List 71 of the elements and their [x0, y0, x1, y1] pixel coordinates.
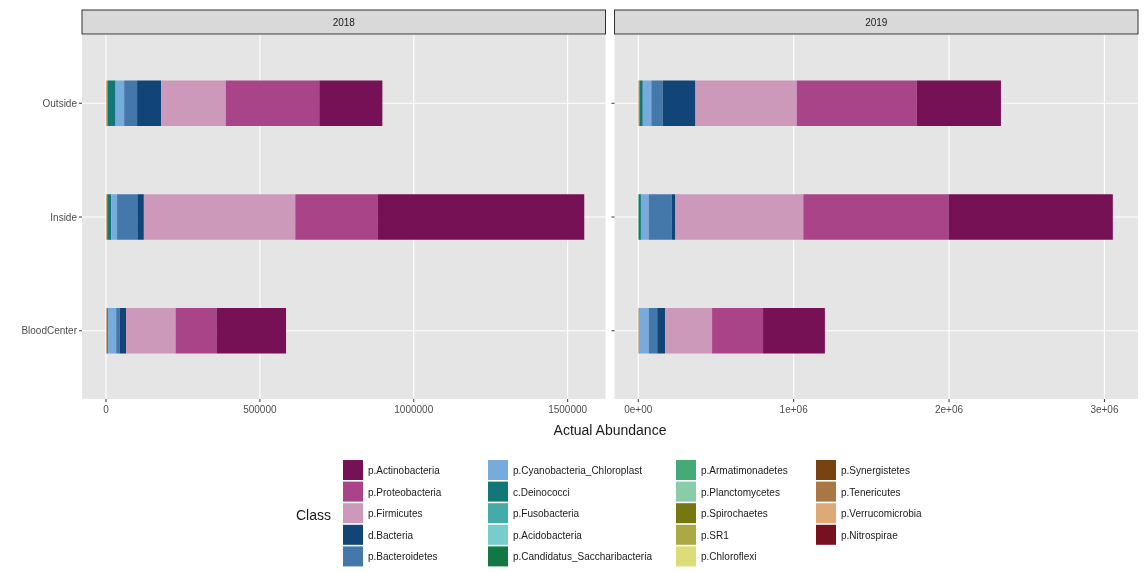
x-tick-label: 0	[103, 404, 110, 415]
legend-label: p.Tenericutes	[841, 486, 901, 498]
x-tick-label: 1000000	[394, 404, 434, 415]
bar	[137, 80, 162, 126]
bar	[107, 80, 116, 126]
legend-label: p.Acidobacteria	[513, 529, 583, 541]
x-axis-title: Actual Abundance	[553, 422, 667, 438]
bar	[319, 80, 383, 126]
bar	[665, 308, 713, 354]
bar	[161, 80, 226, 126]
bar	[648, 308, 658, 354]
bar	[225, 80, 320, 126]
chart-title: 2019	[865, 17, 888, 28]
bar	[948, 194, 1113, 240]
bar	[657, 308, 665, 354]
bar	[295, 194, 378, 240]
bar	[143, 194, 296, 240]
legend-label: p.Bacteroidetes	[368, 551, 438, 563]
legend-label: p.Nitrospirae	[841, 529, 899, 541]
legend-label: p.Actinobacteria	[368, 465, 441, 476]
legend-label: d.Bacteria	[368, 529, 414, 541]
y-tick-label: Outside	[42, 97, 78, 109]
legend-label: p.Candidatus_Saccharibacteria	[513, 551, 653, 563]
legend-label: p.Synergistetes	[841, 465, 910, 476]
bar	[695, 80, 797, 126]
bar	[107, 308, 117, 354]
legend-label: p.Proteobacteria	[368, 486, 442, 498]
x-tick-label: 1e+06	[779, 404, 809, 415]
bar	[126, 308, 176, 354]
legend-label: p.Cyanobacteria_Chloroplast	[513, 465, 643, 476]
bar	[640, 194, 649, 240]
legend-label: p.Fusobacteria	[513, 508, 580, 520]
bar	[675, 194, 804, 240]
bar	[803, 194, 949, 240]
x-tick-label: 500000	[243, 404, 278, 415]
bar	[137, 194, 144, 240]
chart-title: 2018	[332, 17, 356, 28]
bar	[648, 194, 672, 240]
legend-label: p.Spirochaetes	[701, 508, 768, 520]
x-tick-label: 2e+06	[935, 404, 964, 415]
legend-label: c.Deinococci	[513, 486, 570, 498]
y-tick-label: Inside	[50, 211, 78, 223]
bar	[175, 308, 217, 354]
bar	[111, 194, 118, 240]
x-tick-label: 0e+00	[624, 404, 653, 415]
y-tick-label: BloodCenter	[21, 325, 78, 337]
bar	[119, 308, 127, 354]
bar	[916, 80, 1001, 126]
legend-label: p.SR1	[701, 529, 730, 541]
legend-label: p.Firmicutes	[368, 508, 423, 520]
legend-label: p.Chloroflexi	[701, 551, 757, 563]
bar	[639, 308, 649, 354]
bar	[377, 194, 585, 240]
legend-label: p.Verrucomicrobia	[841, 508, 923, 520]
bar	[115, 80, 125, 126]
bar	[117, 194, 138, 240]
bar	[642, 80, 652, 126]
legend-label: p.Armatimonadetes	[701, 465, 788, 476]
bar	[662, 80, 696, 126]
bar	[107, 194, 112, 240]
legend-title: Class	[296, 507, 332, 523]
bar	[116, 308, 120, 354]
bar	[763, 308, 825, 354]
x-tick-label: 3e+06	[1090, 404, 1119, 415]
bar	[216, 308, 287, 354]
bar	[124, 80, 138, 126]
legend-label: p.Planctomycetes	[701, 486, 780, 498]
bar	[712, 308, 764, 354]
bar	[796, 80, 917, 126]
x-tick-label: 1500000	[548, 404, 588, 415]
bar	[651, 80, 663, 126]
